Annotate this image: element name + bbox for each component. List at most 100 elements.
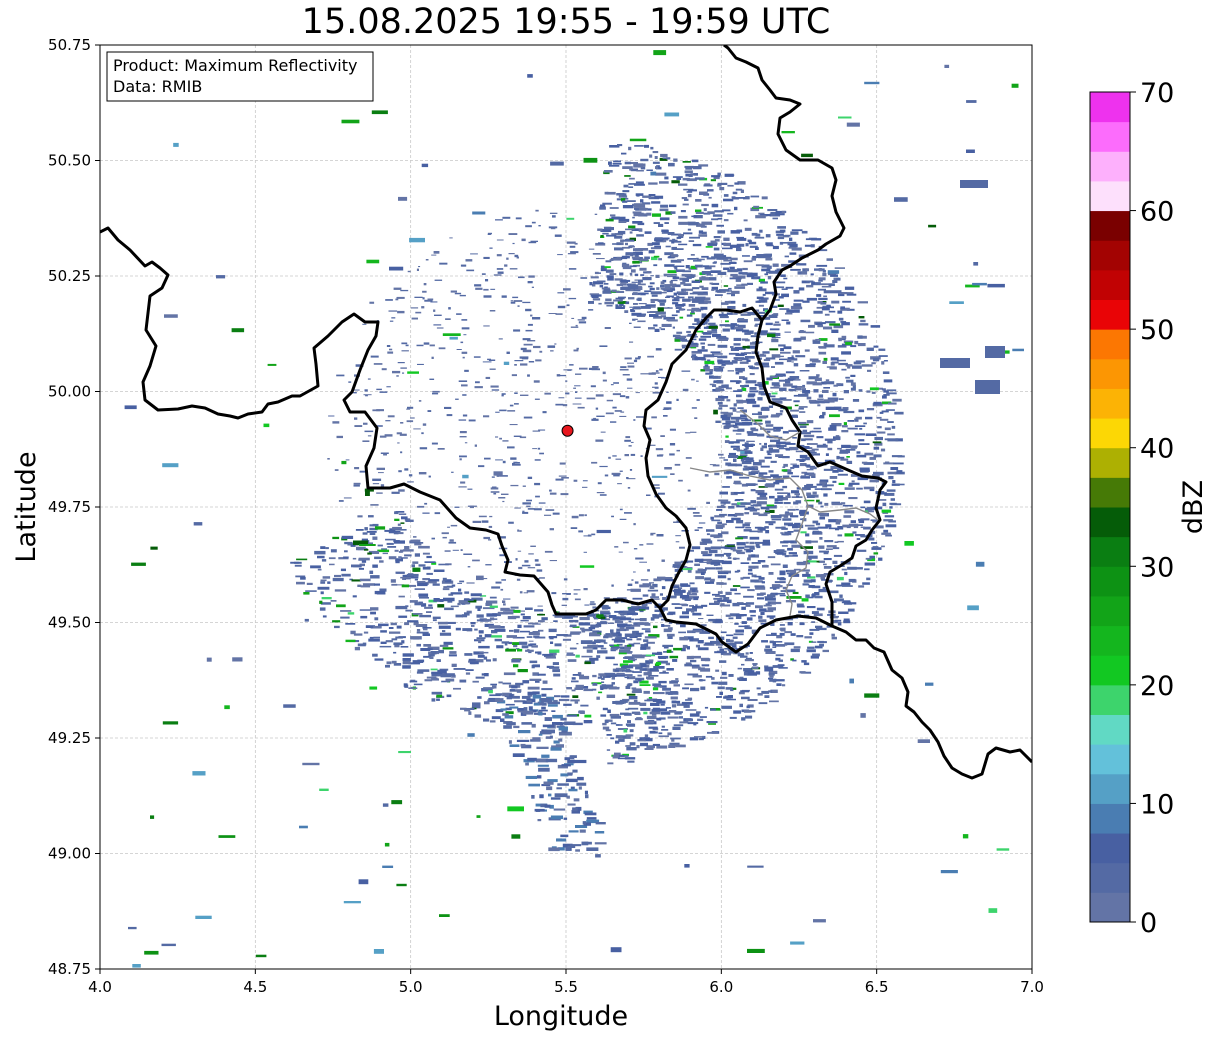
echo-pixel	[717, 539, 724, 542]
echo-pixel	[592, 298, 601, 301]
echo-pixel	[676, 449, 680, 452]
echo-pixel	[445, 678, 455, 682]
echo-pixel	[887, 438, 899, 442]
echo-pixel	[809, 466, 817, 470]
echo-pixel	[794, 522, 801, 526]
echo-pixel	[510, 606, 519, 609]
echo-pixel	[857, 335, 863, 339]
echo-pixel	[620, 198, 626, 202]
echo-pixel	[613, 299, 623, 302]
echo-pixel	[781, 263, 792, 267]
echo-pixel	[565, 380, 568, 382]
echo-pixel	[579, 565, 595, 568]
echo-pixel	[629, 729, 634, 733]
echo-pixel	[615, 667, 625, 671]
echo-pixel	[818, 351, 827, 355]
echo-pixel	[695, 570, 706, 574]
echo-pixel	[755, 490, 765, 494]
echo-pixel	[873, 446, 880, 450]
echo-pixel	[544, 717, 552, 721]
echo-pixel	[782, 431, 789, 434]
echo-pixel	[431, 651, 437, 655]
echo-pixel	[837, 310, 843, 314]
echo-pixel	[589, 633, 601, 637]
echo-pixel	[811, 475, 816, 478]
echo-pixel	[413, 428, 421, 430]
echo-pixel	[493, 492, 497, 495]
echo-pixel	[858, 585, 865, 588]
echo-pixel	[320, 602, 331, 605]
echo-pixel	[683, 704, 690, 708]
echo-pixel	[768, 672, 775, 676]
echo-pixel	[681, 344, 699, 348]
echo-pixel	[756, 296, 764, 299]
echo-pixel	[567, 253, 576, 255]
echo-pixel	[509, 629, 514, 632]
echo-pixel	[516, 578, 521, 581]
echo-pixel	[850, 382, 856, 386]
echo-pixel	[655, 240, 665, 243]
echo-pixel	[692, 291, 704, 295]
echo-pixel	[838, 408, 848, 412]
echo-pixel	[614, 278, 623, 281]
echo-pixel	[767, 275, 772, 280]
echo-pixel	[494, 638, 502, 642]
echo-pixel	[733, 463, 742, 465]
echo-pixel	[728, 287, 732, 290]
echo-pixel	[826, 625, 833, 628]
echo-pixel	[600, 610, 610, 614]
echo-pixel	[597, 650, 608, 654]
echo-pixel	[733, 357, 745, 359]
echo-pixel	[806, 495, 815, 498]
echo-pixel	[706, 501, 710, 504]
echo-pixel	[407, 406, 414, 409]
echo-pixel	[737, 455, 747, 459]
echo-pixel	[721, 302, 729, 305]
echo-pixel	[639, 561, 647, 563]
echo-pixel	[537, 447, 541, 450]
echo-pixel	[596, 614, 604, 618]
echo-pixel	[632, 630, 639, 634]
echo-pixel	[857, 301, 868, 304]
echo-pixel	[883, 519, 893, 522]
echo-pixel	[653, 692, 665, 695]
echo-pixel	[567, 659, 577, 662]
echo-pixel	[416, 671, 424, 674]
echo-pixel	[780, 590, 786, 592]
echo-pixel	[781, 288, 788, 290]
echo-pixel	[161, 943, 176, 947]
echo-pixel	[799, 569, 810, 572]
echo-pixel	[774, 361, 784, 365]
echo-pixel	[568, 788, 578, 792]
echo-pixel	[654, 382, 658, 385]
echo-pixel	[504, 643, 508, 646]
echo-pixel	[679, 603, 687, 606]
echo-pixel	[837, 359, 846, 362]
echo-pixel	[750, 579, 759, 583]
echo-pixel	[591, 533, 596, 536]
echo-pixel	[778, 344, 786, 347]
echo-pixel	[621, 263, 630, 268]
echo-pixel	[657, 299, 667, 302]
echo-pixel	[828, 427, 837, 431]
echo-pixel	[742, 267, 748, 271]
echo-pixel	[823, 493, 828, 497]
echo-pixel	[550, 350, 554, 352]
echo-pixel	[362, 440, 370, 442]
echo-pixel	[871, 547, 882, 550]
echo-pixel	[553, 808, 566, 811]
echo-pixel	[192, 771, 206, 776]
echo-pixel	[725, 420, 736, 424]
echo-pixel	[682, 298, 691, 302]
echo-pixel	[357, 515, 363, 518]
echo-pixel	[720, 676, 728, 679]
colorbar-segment	[1090, 240, 1130, 271]
echo-pixel	[666, 157, 671, 160]
echo-pixel	[719, 457, 726, 459]
echo-pixel	[821, 401, 830, 404]
echo-pixel	[354, 425, 363, 427]
echo-pixel	[834, 619, 842, 622]
y-tick-label: 50.00	[48, 383, 91, 401]
echo-pixel	[412, 561, 419, 564]
echo-pixel	[843, 422, 847, 426]
